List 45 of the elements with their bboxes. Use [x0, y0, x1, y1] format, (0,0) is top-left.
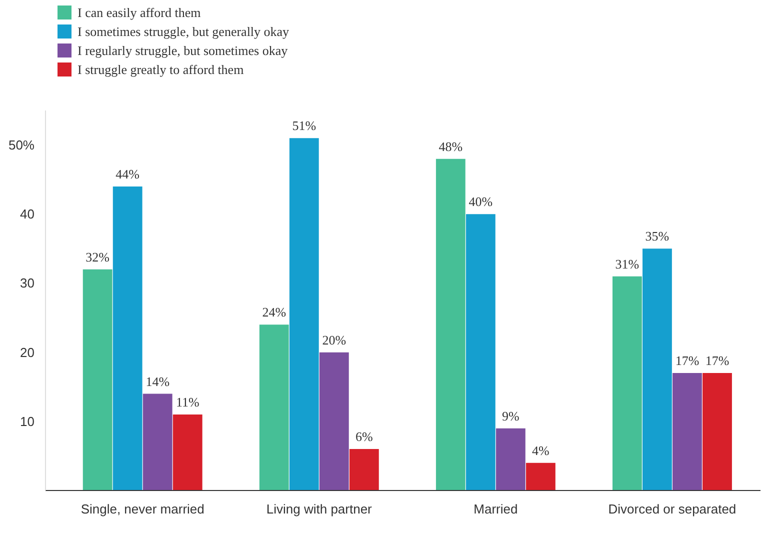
data-label: 6%: [355, 429, 373, 444]
y-tick-label: 50%: [8, 138, 35, 153]
data-label: 31%: [615, 256, 640, 272]
bar: [259, 324, 289, 490]
bar: [702, 373, 732, 490]
bar: [496, 428, 526, 490]
data-label: 4%: [532, 442, 550, 458]
data-label: 51%: [292, 118, 316, 134]
bar: [142, 394, 172, 490]
data-label: 17%: [675, 353, 700, 368]
y-tick-label: 30: [20, 276, 35, 291]
data-label: 9%: [502, 408, 520, 424]
data-label: 35%: [645, 228, 670, 244]
bar: [526, 462, 556, 490]
y-tick-label: 40: [20, 206, 35, 222]
data-label: 17%: [705, 353, 730, 368]
data-label: 24%: [262, 304, 286, 320]
x-tick-label: Divorced or separated: [608, 502, 736, 516]
data-label: 20%: [322, 332, 346, 348]
bar: [319, 352, 349, 490]
x-tick-label: Married: [474, 502, 518, 516]
bar: [642, 248, 672, 490]
legend-label: I regularly struggle, but sometimes okay: [78, 43, 288, 58]
bar: [172, 414, 202, 490]
legend-label: I sometimes struggle, but generally okay: [78, 24, 290, 39]
data-label: 11%: [176, 394, 200, 410]
legend-label: I can easily afford them: [78, 5, 201, 20]
data-label: 40%: [468, 194, 493, 210]
y-tick-label: 10: [20, 414, 35, 429]
bar: [436, 158, 466, 490]
legend-label: I struggle greatly to afford them: [78, 62, 244, 77]
bar: [82, 269, 112, 490]
x-tick-label: Single, never married: [80, 502, 204, 516]
y-tick-label: 20: [20, 344, 35, 360]
bar: [349, 449, 379, 490]
bar: [289, 138, 319, 490]
data-label: 14%: [146, 374, 170, 389]
bar: [612, 276, 642, 490]
x-tick-label: Living with partner: [266, 502, 373, 516]
data-label: 32%: [86, 249, 110, 264]
bar: [466, 214, 496, 490]
bar: [112, 186, 142, 490]
data-label: 48%: [438, 138, 463, 154]
data-label: 44%: [116, 166, 140, 182]
bar: [672, 373, 702, 490]
